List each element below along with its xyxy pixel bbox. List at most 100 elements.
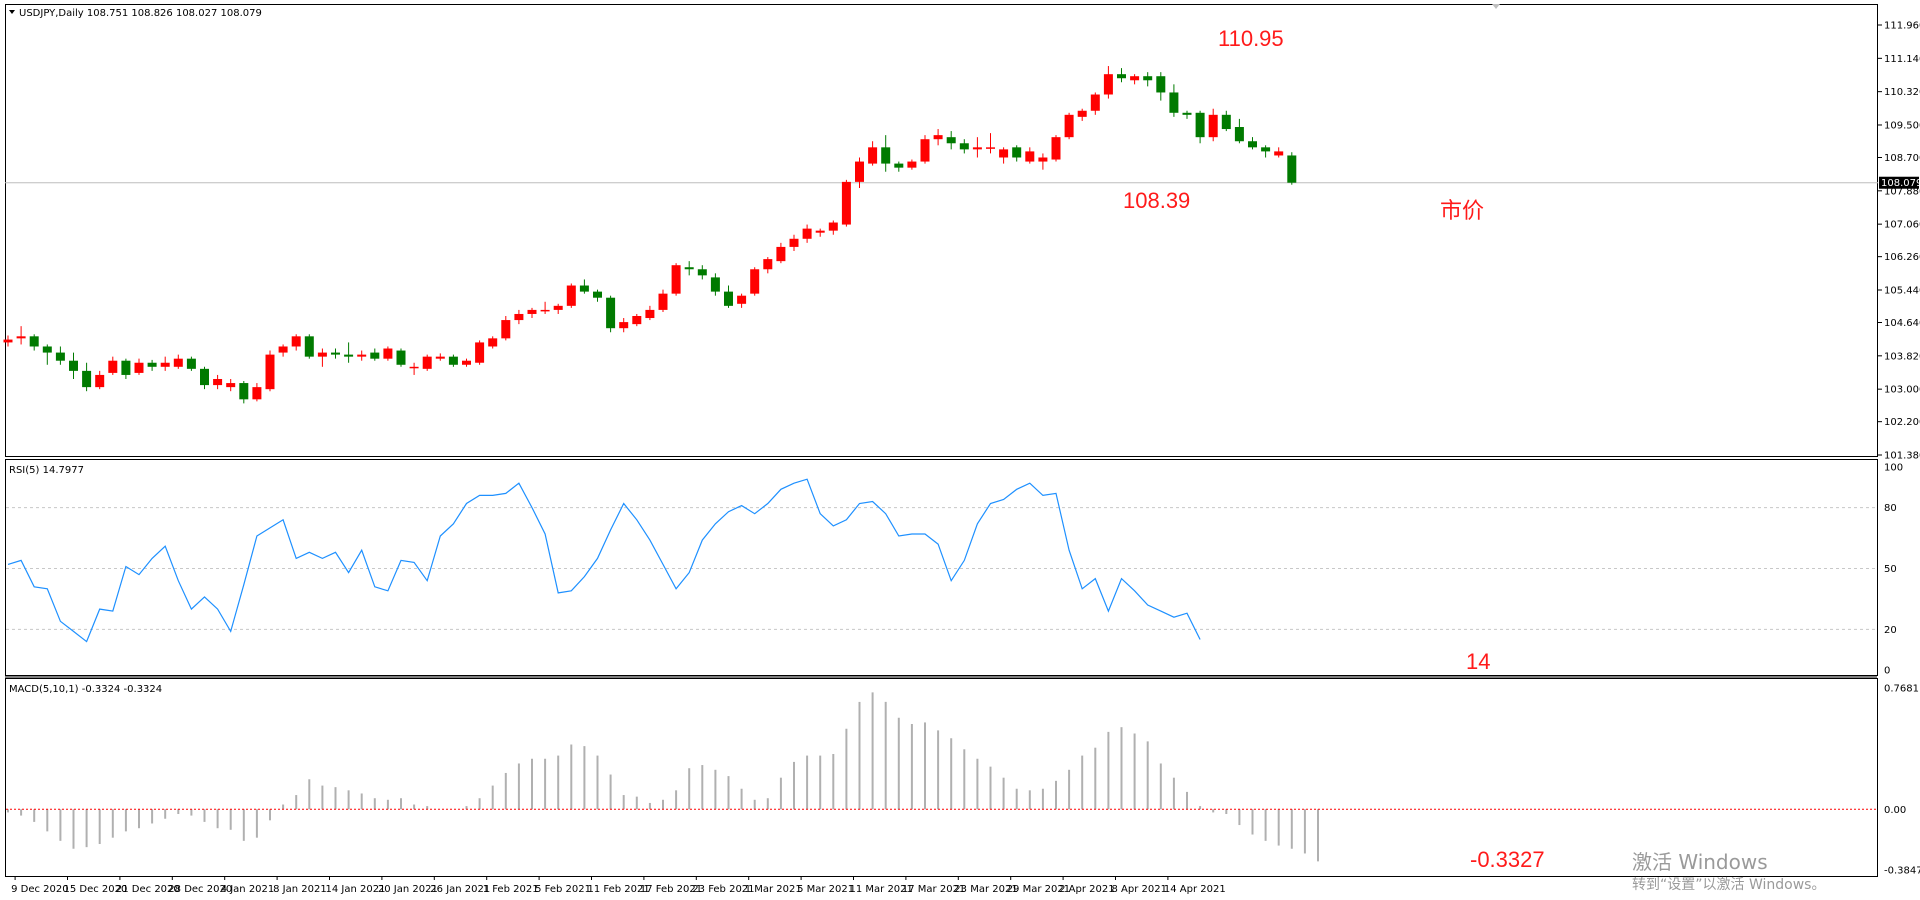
macd-tick-label: 0.00 xyxy=(1884,805,1906,816)
x-tick-label: 11 Mar 2021 xyxy=(850,884,913,895)
annotation-high: 110.95 xyxy=(1218,26,1284,51)
x-tick-label: 28 Dec 2020 xyxy=(168,884,232,895)
candle-body xyxy=(344,354,354,357)
candle-body xyxy=(855,161,864,182)
candle-body xyxy=(881,147,891,164)
x-tick-label: 20 Jan 2021 xyxy=(378,884,438,895)
x-tick-label: 1 Feb 2021 xyxy=(483,884,539,895)
candle-body xyxy=(396,350,406,365)
candle-body xyxy=(1156,76,1166,93)
rsi-tick-label: 20 xyxy=(1884,625,1897,636)
shift-marker-icon[interactable] xyxy=(1492,4,1500,9)
candle-body xyxy=(540,309,550,312)
candle-body xyxy=(488,338,498,347)
annotation-low: 108.39 xyxy=(1123,188,1190,213)
candle-body xyxy=(1195,112,1205,138)
candle-body xyxy=(383,348,393,359)
price-tick-label: 111.960 xyxy=(1884,21,1920,32)
price-tick-label: 108.700 xyxy=(1884,153,1920,164)
annotation-market-price: 市价 xyxy=(1440,198,1484,223)
candle-body xyxy=(920,139,930,162)
candle-body xyxy=(291,336,301,347)
candle-body xyxy=(1051,137,1061,160)
candle-body xyxy=(527,309,537,314)
candle-body xyxy=(553,305,563,310)
annotation-rsi-value: 14 xyxy=(1466,649,1490,674)
candle-body xyxy=(409,366,419,369)
candle-body xyxy=(1117,74,1126,79)
candle-body xyxy=(815,230,825,233)
candle-body xyxy=(108,360,118,373)
price-panel-title: USDJPY,Daily 108.751 108.826 108.027 108… xyxy=(19,8,262,19)
candle-body xyxy=(147,362,157,367)
candle-body xyxy=(763,259,773,270)
price-tick-label: 103.820 xyxy=(1884,351,1920,362)
candle-body xyxy=(16,336,26,339)
candlestick-series xyxy=(3,66,1297,404)
candle-body xyxy=(1130,76,1140,81)
macd-tick-label: -0.3847 xyxy=(1884,866,1920,877)
x-tick-label: 11 Feb 2021 xyxy=(588,884,650,895)
price-tick-label: 110.320 xyxy=(1884,87,1920,98)
candle-body xyxy=(828,222,838,231)
watermark-title: 激活 Windows xyxy=(1632,850,1768,874)
candle-body xyxy=(95,374,105,388)
candle-body xyxy=(566,285,576,306)
rsi-tick-label: 0 xyxy=(1884,666,1890,677)
candle-body xyxy=(933,135,943,140)
candle-body xyxy=(514,313,524,321)
rsi-tick-label: 80 xyxy=(1884,503,1897,514)
candle-body xyxy=(1064,114,1074,138)
candle-body xyxy=(959,143,969,150)
candle-body xyxy=(42,346,52,353)
candle-body xyxy=(619,322,629,329)
candle-body xyxy=(606,297,616,329)
candle-body xyxy=(55,352,65,361)
candle-body xyxy=(1261,147,1271,152)
candle-body xyxy=(1234,127,1244,142)
x-tick-label: 17 Mar 2021 xyxy=(902,884,965,895)
candle-body xyxy=(1169,92,1179,113)
x-tick-label: 14 Apr 2021 xyxy=(1164,884,1226,895)
x-tick-label: 14 Jan 2021 xyxy=(326,884,386,895)
candle-body xyxy=(121,360,131,375)
candle-body xyxy=(462,360,471,365)
candle-body xyxy=(1038,157,1048,162)
x-tick-label: 17 Feb 2021 xyxy=(640,884,702,895)
candle-body xyxy=(1248,141,1257,148)
macd-panel-title: MACD(5,10,1) -0.3324 -0.3324 xyxy=(9,684,162,695)
candle-body xyxy=(265,354,275,390)
x-tick-label: 2 Apr 2021 xyxy=(1059,884,1114,895)
price-tick-label: 106.260 xyxy=(1884,252,1920,263)
candle-body xyxy=(239,383,249,400)
candle-body xyxy=(1025,151,1035,162)
candle-body xyxy=(200,368,209,386)
collapse-arrow-icon[interactable] xyxy=(9,10,15,14)
candle-body xyxy=(907,161,917,168)
candle-body xyxy=(645,309,655,319)
candle-body xyxy=(841,181,851,225)
x-tick-label: 29 Mar 2021 xyxy=(1007,884,1070,895)
price-tick-label: 107.880 xyxy=(1884,186,1920,197)
price-tick-label: 111.140 xyxy=(1884,54,1920,65)
price-tick-label: 103.000 xyxy=(1884,385,1920,396)
candle-body xyxy=(1103,74,1113,95)
candle-body xyxy=(579,285,589,292)
x-tick-label: 23 Mar 2021 xyxy=(954,884,1017,895)
macd-series: 0.7681 0.00 -0.3847 xyxy=(6,684,1920,877)
x-tick-label: 8 Jan 2021 xyxy=(273,884,327,895)
candle-body xyxy=(986,147,995,149)
x-tick-label: 1 Mar 2021 xyxy=(745,884,802,895)
candle-body xyxy=(894,163,904,168)
price-axis: 111.960 111.140 110.320 109.500 108.700 107.8… xyxy=(5,21,1920,462)
x-tick-label: 4 Jan 2021 xyxy=(221,884,275,895)
candle-body xyxy=(1287,155,1297,183)
candle-body xyxy=(213,378,223,386)
candle-body xyxy=(370,352,380,359)
rsi-line xyxy=(7,478,1201,643)
candle-body xyxy=(160,362,170,367)
x-tick-label: 15 Dec 2020 xyxy=(64,884,128,895)
candle-body xyxy=(422,356,432,369)
